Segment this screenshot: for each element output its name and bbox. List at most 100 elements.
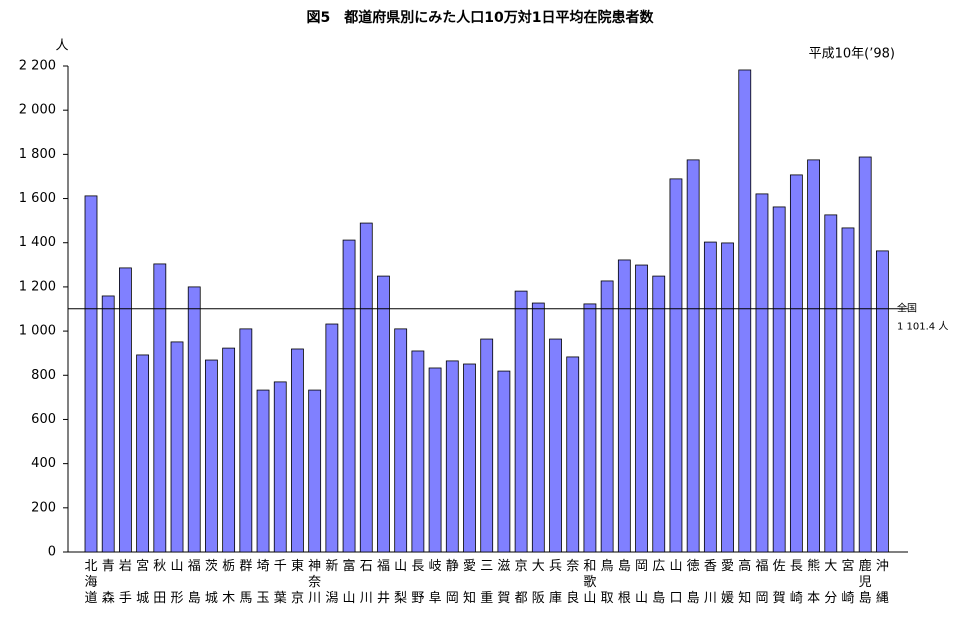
bar (445, 360, 459, 553)
x-tick-label: 島根 (618, 559, 631, 606)
reference-value-label: 1 101.4 人 (897, 321, 948, 333)
y-tick-label: 1 800 (19, 147, 56, 162)
x-tick-label: 佐賀 (773, 559, 786, 606)
bar (136, 354, 150, 553)
x-tick-label: 兵庫 (549, 559, 562, 606)
x-tick-label: 鳥取 (601, 559, 614, 606)
bar (772, 206, 786, 553)
y-tick-label: 1 200 (19, 279, 56, 294)
x-tick-label: 新潟 (325, 558, 338, 606)
y-tick-label: 2 200 (19, 59, 56, 74)
x-tick-label: 高知 (738, 558, 751, 606)
x-tick-label: 鹿児島 (859, 558, 872, 606)
y-tick-label: 1 400 (19, 235, 56, 250)
bar (531, 302, 545, 553)
x-tick-label: 大阪 (532, 559, 545, 606)
x-tick-label: 三重 (480, 559, 493, 606)
y-tick-label: 400 (31, 456, 56, 471)
bar (394, 328, 408, 553)
bar (841, 227, 855, 553)
bar (359, 222, 373, 553)
x-tick-label: 山梨 (394, 559, 407, 606)
x-tick-label: 神奈川 (308, 559, 321, 606)
x-tick-label: 滋賀 (497, 559, 510, 606)
x-tick-label: 山口 (669, 559, 682, 606)
bar (549, 338, 562, 553)
x-tick-label: 愛媛 (721, 559, 734, 606)
y-tick-label: 0 (48, 545, 56, 560)
bar (222, 347, 236, 553)
bar (308, 389, 322, 553)
bar (170, 341, 184, 553)
x-tick-label: 栃木 (222, 559, 235, 606)
x-tick-label: 石川 (360, 559, 373, 606)
x-tick-label: 群馬 (239, 559, 252, 606)
x-tick-label: 茨城 (205, 559, 218, 606)
x-tick-label: 大分 (824, 559, 837, 606)
bar (463, 363, 476, 553)
x-tick-label: 青森 (102, 559, 115, 606)
x-tick-label: 沖縄 (876, 559, 889, 606)
y-axis-label: 人 (55, 39, 68, 54)
x-tick-label: 秋田 (153, 559, 166, 606)
chart-title: 図5 都道府県別にみた人口10万対1日平均在院患者数 (307, 9, 655, 26)
x-tick-label: 広島 (652, 559, 665, 606)
bar (669, 178, 683, 553)
bar (84, 195, 98, 553)
x-tick-label: 福井 (377, 559, 390, 606)
bar (342, 239, 356, 553)
bar (566, 356, 580, 553)
x-tick-label: 東京 (291, 558, 304, 606)
bar (789, 174, 803, 553)
y-tick-label: 1 000 (19, 324, 56, 339)
x-tick-label: 埼玉 (257, 559, 270, 606)
bar (256, 389, 270, 553)
x-tick-label: 香川 (704, 559, 717, 606)
bar (119, 267, 132, 553)
x-tick-label: 愛知 (463, 559, 476, 606)
bar (325, 323, 339, 553)
x-tick-label: 岩手 (119, 559, 132, 606)
bar (239, 328, 253, 553)
bar (807, 159, 820, 553)
y-tick-label: 800 (31, 368, 56, 383)
x-tick-label: 和歌山 (583, 559, 596, 606)
bar (635, 264, 648, 553)
bar (497, 370, 511, 553)
x-tick-label: 奈良 (566, 559, 579, 606)
bar (187, 286, 201, 553)
y-tick-label: 1 600 (19, 191, 56, 206)
y-tick-label: 600 (31, 412, 56, 427)
bar (205, 359, 218, 553)
bar (721, 242, 734, 553)
x-tick-label: 熊本 (807, 558, 820, 606)
bar (101, 295, 115, 553)
bar (824, 214, 838, 553)
bar (153, 263, 167, 553)
bar (514, 290, 528, 553)
chart-subtitle: 平成10年(’98) (809, 47, 895, 62)
bar (583, 303, 597, 553)
x-tick-label: 富山 (343, 558, 356, 606)
bar (686, 159, 700, 553)
bar (428, 367, 442, 553)
x-tick-label: 宮城 (136, 558, 149, 606)
bar (703, 241, 717, 553)
bar (652, 275, 666, 553)
bar (411, 350, 425, 553)
bar (617, 259, 631, 553)
x-tick-label: 岐阜 (429, 559, 442, 606)
x-tick-label: 京都 (515, 559, 528, 606)
x-tick-label: 長崎 (790, 559, 803, 606)
x-tick-label: 宮崎 (841, 558, 854, 606)
bar (875, 250, 889, 553)
y-tick-label: 200 (31, 500, 56, 515)
x-tick-label: 静岡 (446, 559, 459, 606)
x-tick-label: 長野 (411, 559, 424, 606)
bar (858, 156, 872, 553)
x-tick-label: 徳島 (687, 559, 700, 606)
x-tick-label: 山形 (171, 559, 184, 606)
x-tick-label: 千葉 (274, 559, 287, 606)
x-tick-label: 福島 (188, 559, 201, 606)
